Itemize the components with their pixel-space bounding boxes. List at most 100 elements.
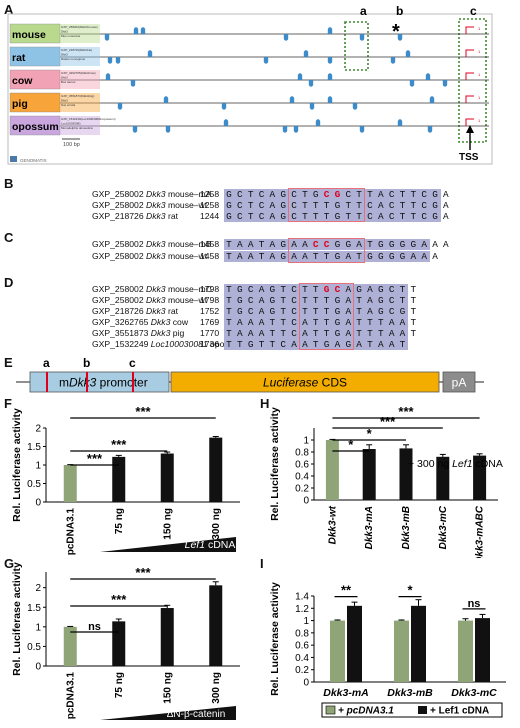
nucleotide: C [386, 306, 398, 317]
y-tick-label: 0.8 [295, 448, 309, 459]
tss-track-mark [465, 95, 474, 103]
nucleotide: G [332, 239, 344, 250]
legend-frame [321, 702, 503, 718]
species-box-line: Bos taurus [61, 80, 76, 84]
species-name: cow [12, 75, 33, 87]
tfbs-mark [308, 80, 314, 87]
y-tick-label: 0.4 [295, 653, 309, 664]
sequence-position: 1458 [200, 251, 220, 261]
gene-symbol: Dkk3 [150, 328, 171, 338]
nucleotide: A [419, 251, 431, 262]
x-tick-label: Dkk3-mABC [475, 505, 486, 558]
x-tick-label: 150 ng [162, 508, 173, 540]
tfbs-mark [147, 50, 153, 57]
nucleotide: C [245, 306, 257, 317]
nucleotide: C [364, 200, 376, 211]
nucleotide: T [343, 211, 355, 222]
x-tick-label: Dkk3-mC [438, 505, 449, 549]
nucleotide: T [321, 317, 333, 328]
x-tick-label: pcDNA3.1 [65, 672, 76, 720]
nucleotide: A [364, 306, 376, 317]
tss-label: TSS [459, 152, 479, 163]
nucleotide: T [321, 251, 333, 262]
nucleotide: A [375, 200, 387, 211]
legend-label-control: + pcDNA3.1 [338, 706, 394, 717]
y-tick-label: 0.6 [295, 641, 309, 652]
gene-symbol: Dkk3 [146, 284, 166, 294]
species-box-line: Loc100030081 [61, 122, 81, 126]
nucleotide: G [234, 295, 246, 306]
gene-id: GXP_258002 [92, 251, 146, 261]
nucleotide: T [278, 328, 290, 339]
tfbs-mark [104, 34, 110, 41]
nucleotide: G [364, 251, 376, 262]
sequence-position: 1458 [200, 239, 220, 249]
nucleotide: A [332, 339, 344, 350]
annotation-pre: + 300 ng [408, 458, 452, 470]
nucleotide: G [332, 189, 344, 200]
nucleotide: T [397, 200, 409, 211]
sequence-variant: pig [170, 328, 185, 338]
nucleotide: G [375, 295, 387, 306]
sequence-name: GXP_218726 Dkk3 rat [92, 306, 178, 317]
bar [473, 455, 487, 500]
significance-label: *** [111, 437, 127, 452]
tss-track-number: 1 [478, 26, 481, 31]
panel-h-label: H [260, 396, 270, 411]
sequence-name: GXP_1532249 Loc100030081 opossum [92, 339, 245, 350]
nucleotide: A [245, 239, 257, 250]
nucleotide: C [289, 284, 300, 295]
nucleotide: T [224, 295, 235, 306]
y-axis-label: Rel. Luciferase activity [269, 582, 281, 696]
significance-label: ns [468, 598, 481, 610]
nucleotide: G [245, 339, 257, 350]
nucleotide: G [343, 239, 355, 250]
tss-track-mark [465, 26, 474, 34]
gene-id: GXP_218726 [92, 211, 146, 221]
nucleotide: T [364, 189, 376, 200]
gene-symbol: Dkk3 [146, 239, 166, 249]
nucleotide: T [410, 306, 418, 317]
nucleotide: A [343, 251, 355, 262]
nucleotide: T [256, 251, 268, 262]
tfbs-mark [133, 27, 139, 34]
nucleotide: G [278, 239, 290, 250]
nucleotide: G [332, 295, 344, 306]
y-tick-label: 0.8 [295, 628, 309, 639]
nucleotide: A [375, 189, 387, 200]
nucleotide: T [408, 211, 420, 222]
nucleotide: C [289, 317, 300, 328]
y-tick-label: 1.5 [27, 442, 41, 453]
tfbs-mark [293, 126, 299, 133]
species-box-line: GXP_3262765(Dkk3/cow) [61, 71, 96, 75]
y-tick-label: 0.2 [295, 484, 309, 495]
nucleotide: T [245, 200, 257, 211]
nucleotide: T [397, 211, 409, 222]
nucleotide: T [354, 328, 365, 339]
panel-i-label: I [260, 556, 264, 571]
nucleotide: A [443, 239, 450, 250]
nucleotide: T [321, 295, 333, 306]
nucleotide: G [375, 239, 387, 250]
tss-arrowhead [466, 125, 474, 133]
nucleotide: A [289, 251, 300, 262]
site-a-dashed-box [344, 21, 369, 71]
panel-a-label: A [4, 2, 14, 17]
nucleotide: A [256, 306, 268, 317]
x-tick-label: 300 ng [211, 672, 222, 704]
x-tick-label: Dkk3-wt [327, 505, 338, 544]
significance-label: ** [341, 583, 352, 598]
sequence-position: 1258 [200, 200, 220, 210]
nucleotide: C [256, 200, 268, 211]
sequence-variant: mouse–wt [165, 251, 208, 261]
nucleotide: A [234, 328, 246, 339]
x-tick-label: Dkk3-mA [323, 687, 369, 699]
nucleotide: T [343, 200, 355, 211]
nucleotide: G [267, 284, 279, 295]
species-box-line: GXP_258002(Dkk3/mouse) [61, 25, 98, 29]
tfbs-mark [107, 57, 113, 64]
nucleotide: G [278, 189, 290, 200]
nucleotide: A [299, 339, 311, 350]
x-tick-label: Dkk3-mA [364, 506, 375, 549]
